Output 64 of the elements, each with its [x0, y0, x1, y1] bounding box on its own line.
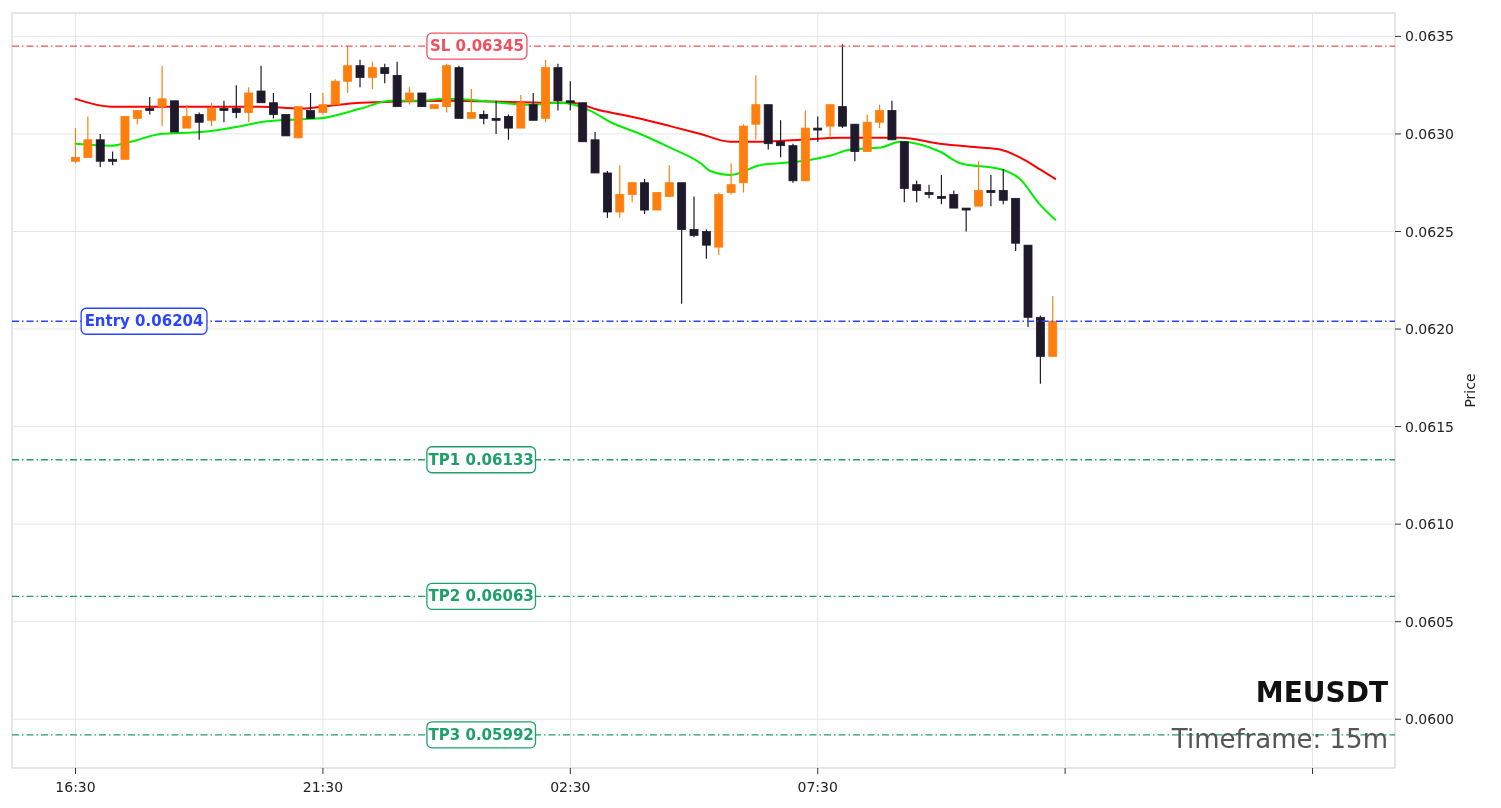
- candlestick: [306, 92, 315, 119]
- candlestick: [528, 92, 538, 121]
- candlestick: [751, 74, 761, 141]
- candlestick: [231, 84, 241, 119]
- x-tick-label: 07:30: [797, 779, 838, 795]
- candlestick: [565, 80, 575, 112]
- candlestick: [961, 207, 971, 233]
- y-tick-label: 0.0620: [1405, 321, 1454, 338]
- x-tick-label: 02:30: [550, 779, 591, 795]
- candlestick: [504, 113, 513, 141]
- candlestick: [998, 168, 1008, 205]
- candlestick: [986, 174, 996, 207]
- ref-line-label: SL 0.06345: [429, 37, 524, 56]
- candlestick: [95, 133, 105, 168]
- y-axis-title: Price: [1462, 373, 1478, 408]
- candlestick: [466, 88, 476, 119]
- candlestick: [71, 127, 80, 164]
- candlestick: [256, 65, 266, 104]
- candlestick: [937, 174, 946, 205]
- x-tick-label: 21:30: [302, 779, 344, 795]
- ref-line-label: TP2 0.06063: [428, 587, 534, 606]
- ref-line-label: Entry 0.06204: [84, 312, 204, 331]
- candlestick: [343, 45, 353, 94]
- candlestick: [244, 86, 254, 123]
- candlestick: [182, 104, 192, 129]
- y-tick-label: 0.0630: [1405, 125, 1454, 142]
- candlestick: [318, 92, 328, 116]
- candlestick: [269, 92, 278, 119]
- candlestick: [825, 104, 835, 139]
- candlestick: [689, 195, 699, 238]
- candlestick: [813, 115, 823, 143]
- candlestick: [380, 63, 390, 84]
- candlestick: [281, 113, 291, 137]
- y-tick-label: 0.0635: [1405, 28, 1454, 45]
- y-tick-label: 0.0605: [1405, 613, 1454, 630]
- candlestick: [83, 115, 93, 158]
- x-tick-label: 16:30: [55, 779, 96, 795]
- candlestick: [776, 119, 786, 158]
- candlestick: [726, 162, 736, 196]
- text: Timeframe: 15m: [1170, 724, 1388, 754]
- text: MEUSDT: [1255, 676, 1388, 709]
- candlestick: [207, 102, 216, 127]
- candlestick: [664, 164, 674, 197]
- candlestick: [838, 43, 847, 129]
- y-tick-label: 0.0615: [1405, 418, 1454, 435]
- candlestick: [157, 65, 167, 127]
- candlestick: [627, 182, 637, 203]
- candlestick: [219, 100, 229, 123]
- candlestick: [912, 180, 922, 203]
- candlestick: [924, 184, 934, 199]
- candlestick: [615, 164, 625, 219]
- candlestick: [367, 61, 377, 90]
- y-tick-label: 0.0600: [1405, 711, 1454, 728]
- candlestick: [330, 78, 340, 106]
- candlestick: [491, 100, 501, 135]
- candlestick: [701, 228, 711, 260]
- candlestick: [974, 160, 983, 207]
- candlestick: [875, 104, 884, 129]
- ref-line-label: TP1 0.06133: [428, 450, 534, 469]
- candlestick: [194, 111, 204, 141]
- y-tick-label: 0.0610: [1405, 516, 1454, 533]
- candlestick: [355, 59, 365, 88]
- y-tick-label: 0.0625: [1405, 223, 1454, 240]
- ref-line-label: TP3 0.05992: [428, 725, 534, 744]
